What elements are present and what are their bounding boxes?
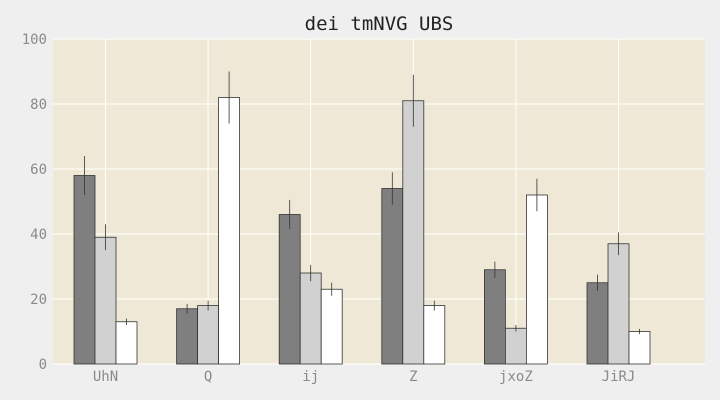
y-tick-label: 80: [30, 97, 47, 113]
bar: [526, 194, 548, 365]
bar: [381, 188, 404, 365]
chart-title: dei tmNVG UBS: [305, 13, 454, 35]
y-axis-ticks: 0 20 40 60 80 100: [22, 32, 47, 373]
bar: [423, 305, 446, 365]
x-tick-label: JiRJ: [602, 369, 636, 385]
bars: [73, 71, 651, 365]
x-tick-label: Z: [409, 369, 417, 385]
bar: [197, 305, 220, 365]
y-tick-label: 20: [30, 292, 47, 308]
bar: [73, 175, 96, 365]
bar: [94, 236, 117, 365]
x-tick-label: ij: [302, 369, 319, 385]
bar: [586, 282, 609, 365]
y-tick-label: 40: [30, 227, 47, 243]
x-tick-label: Q: [204, 369, 212, 385]
bar: [115, 321, 138, 365]
bar: [176, 308, 199, 365]
y-tick-label: 100: [22, 32, 47, 48]
bar: [483, 269, 506, 365]
x-tick-label: jxoZ: [499, 369, 533, 385]
bar: [402, 100, 425, 365]
bar: [607, 243, 630, 365]
y-tick-label: 0: [39, 357, 47, 373]
y-tick-label: 60: [30, 162, 47, 178]
bar: [320, 288, 343, 365]
bar: [278, 214, 301, 365]
bar: [504, 327, 527, 365]
bar: [299, 272, 322, 365]
bar: [218, 97, 241, 365]
bar: [628, 331, 651, 365]
x-tick-label: UhN: [93, 369, 118, 385]
